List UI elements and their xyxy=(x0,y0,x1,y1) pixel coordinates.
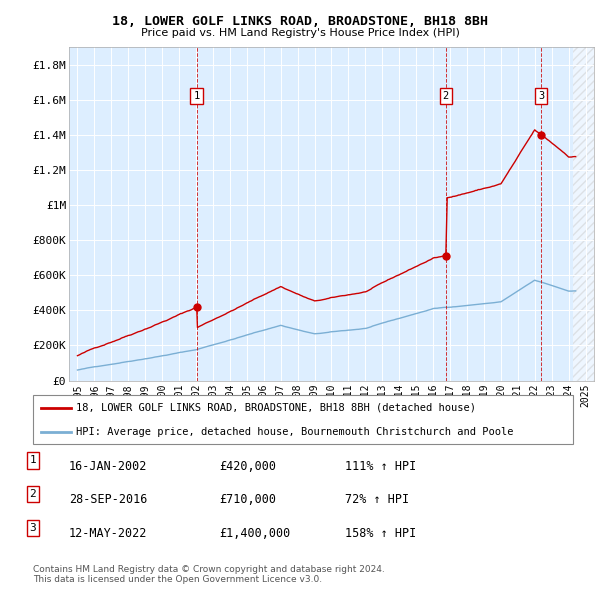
FancyBboxPatch shape xyxy=(33,395,573,444)
Text: 16-JAN-2002: 16-JAN-2002 xyxy=(69,460,148,473)
Text: 2: 2 xyxy=(29,489,37,499)
Text: 2: 2 xyxy=(443,91,449,101)
Text: HPI: Average price, detached house, Bournemouth Christchurch and Poole: HPI: Average price, detached house, Bour… xyxy=(76,428,514,437)
Text: Contains HM Land Registry data © Crown copyright and database right 2024.
This d: Contains HM Land Registry data © Crown c… xyxy=(33,565,385,584)
Text: Price paid vs. HM Land Registry's House Price Index (HPI): Price paid vs. HM Land Registry's House … xyxy=(140,28,460,38)
Text: £710,000: £710,000 xyxy=(219,493,276,506)
Text: 158% ↑ HPI: 158% ↑ HPI xyxy=(345,527,416,540)
Text: 1: 1 xyxy=(194,91,200,101)
Text: 111% ↑ HPI: 111% ↑ HPI xyxy=(345,460,416,473)
Text: 1: 1 xyxy=(29,455,37,466)
Text: 28-SEP-2016: 28-SEP-2016 xyxy=(69,493,148,506)
Text: 18, LOWER GOLF LINKS ROAD, BROADSTONE, BH18 8BH (detached house): 18, LOWER GOLF LINKS ROAD, BROADSTONE, B… xyxy=(76,402,476,412)
Text: 12-MAY-2022: 12-MAY-2022 xyxy=(69,527,148,540)
Text: 72% ↑ HPI: 72% ↑ HPI xyxy=(345,493,409,506)
Text: £420,000: £420,000 xyxy=(219,460,276,473)
Text: 18, LOWER GOLF LINKS ROAD, BROADSTONE, BH18 8BH: 18, LOWER GOLF LINKS ROAD, BROADSTONE, B… xyxy=(112,15,488,28)
Text: 3: 3 xyxy=(538,91,544,101)
Text: 3: 3 xyxy=(29,523,37,533)
Text: £1,400,000: £1,400,000 xyxy=(219,527,290,540)
